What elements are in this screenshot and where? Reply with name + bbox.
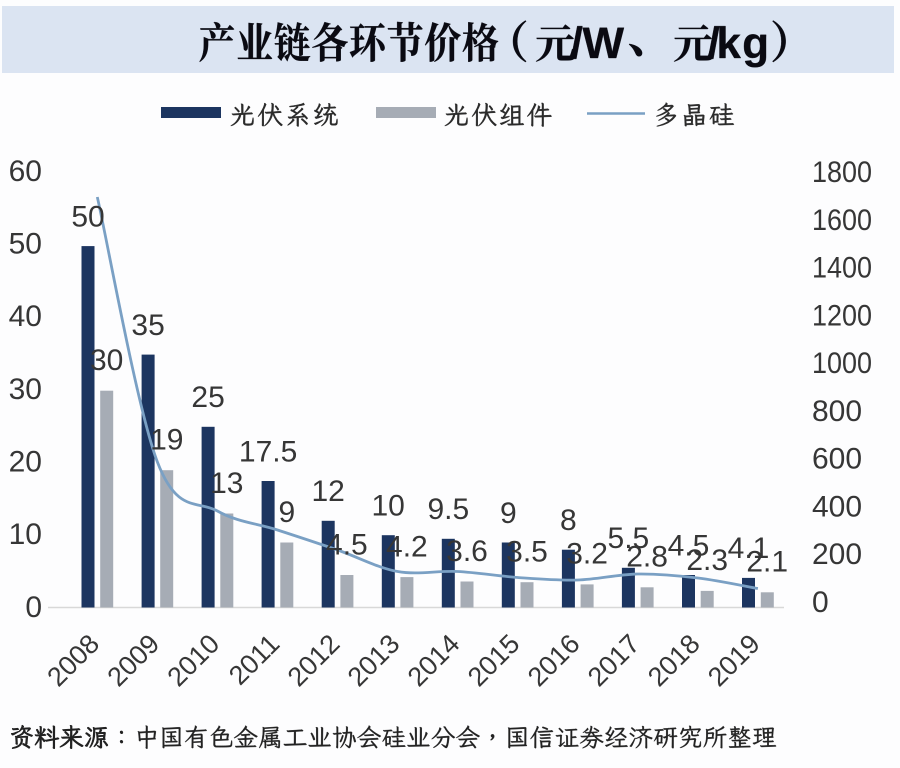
svg-text:1000: 1000 [812, 347, 872, 380]
svg-text:3.6: 3.6 [446, 535, 488, 568]
svg-text:17.5: 17.5 [239, 435, 297, 468]
svg-text:3.2: 3.2 [566, 538, 608, 571]
svg-text:25: 25 [191, 381, 224, 414]
svg-text:2014: 2014 [402, 629, 466, 693]
svg-text:5.5: 5.5 [608, 522, 650, 555]
svg-text:20: 20 [9, 446, 42, 479]
svg-text:200: 200 [812, 538, 862, 571]
svg-text:2.8: 2.8 [626, 541, 668, 574]
svg-text:2018: 2018 [642, 629, 706, 693]
svg-text:2017: 2017 [582, 629, 646, 693]
svg-text:0: 0 [25, 591, 42, 624]
svg-text:400: 400 [812, 490, 862, 523]
svg-text:50: 50 [9, 228, 42, 261]
svg-text:2.1: 2.1 [746, 546, 788, 579]
svg-text:2011: 2011 [223, 629, 285, 691]
svg-text:13: 13 [210, 467, 243, 500]
svg-text:800: 800 [812, 395, 862, 428]
svg-text:1400: 1400 [812, 252, 872, 285]
svg-text:50: 50 [71, 200, 104, 233]
svg-text:2010: 2010 [162, 629, 226, 693]
svg-text:9.5: 9.5 [427, 493, 469, 526]
svg-text:1800: 1800 [812, 156, 872, 189]
svg-text:9: 9 [278, 496, 295, 529]
svg-text:35: 35 [131, 309, 164, 342]
svg-text:8: 8 [560, 504, 577, 537]
svg-text:12: 12 [312, 475, 345, 508]
svg-text:4.5: 4.5 [668, 529, 710, 562]
svg-text:3.5: 3.5 [506, 536, 548, 569]
svg-text:2015: 2015 [462, 629, 526, 693]
svg-text:2.3: 2.3 [686, 544, 728, 577]
svg-text:1200: 1200 [812, 299, 872, 332]
svg-text:4.1: 4.1 [728, 532, 770, 565]
svg-text:2008: 2008 [41, 629, 105, 693]
svg-text:10: 10 [9, 518, 42, 551]
svg-text:19: 19 [150, 424, 183, 457]
svg-text:10: 10 [372, 490, 405, 523]
svg-text:1600: 1600 [812, 204, 872, 237]
svg-text:4.5: 4.5 [326, 528, 368, 561]
svg-text:2009: 2009 [102, 629, 166, 693]
svg-text:4.2: 4.2 [386, 530, 428, 563]
svg-text:2016: 2016 [522, 629, 586, 693]
svg-text:2013: 2013 [342, 629, 406, 693]
svg-text:2012: 2012 [282, 629, 346, 693]
svg-text:0: 0 [812, 586, 829, 619]
svg-text:30: 30 [90, 344, 123, 377]
svg-text:9: 9 [500, 497, 517, 530]
svg-text:600: 600 [812, 443, 862, 476]
svg-text:40: 40 [9, 300, 42, 333]
svg-text:60: 60 [9, 155, 42, 188]
svg-text:30: 30 [9, 373, 42, 406]
svg-text:2019: 2019 [702, 629, 766, 693]
